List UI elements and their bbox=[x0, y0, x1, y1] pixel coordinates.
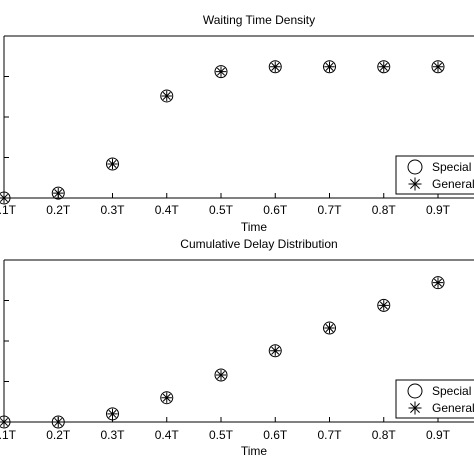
x-tick-label: 0.7T bbox=[317, 428, 342, 442]
x-axis-label: Time bbox=[241, 444, 268, 458]
chart-panel-2: Cumulative Delay Distribution 0.1T 0.2T 0.3… bbox=[0, 237, 474, 458]
point-general bbox=[324, 322, 335, 334]
point-special bbox=[377, 298, 391, 312]
point-general bbox=[378, 61, 389, 72]
chart-title: Waiting Time Density bbox=[203, 13, 315, 27]
point-general bbox=[432, 61, 444, 72]
chart-panel-1: Waiting Time Density 0.1T 0.2T 0.3T 0.4T 0.5T… bbox=[0, 13, 474, 234]
point-general bbox=[324, 61, 335, 72]
legend: Special General bbox=[395, 155, 474, 195]
x-tick-label: 0.1T bbox=[0, 428, 17, 442]
point-special bbox=[268, 60, 282, 74]
point-special bbox=[377, 60, 391, 74]
legend-marker-general bbox=[408, 177, 422, 191]
point-special bbox=[160, 89, 174, 103]
x-tick-label: 0.3T bbox=[100, 203, 125, 217]
x-tick-label: 0.8T bbox=[372, 428, 397, 442]
legend-box bbox=[395, 379, 474, 419]
point-special bbox=[214, 65, 228, 79]
point-general bbox=[0, 416, 10, 428]
point-general bbox=[161, 392, 172, 403]
point-general bbox=[270, 345, 281, 356]
x-tick-label: 0.5T bbox=[209, 203, 234, 217]
x-tick-label: 0.2T bbox=[46, 203, 71, 217]
x-tick-label: 0.4T bbox=[155, 203, 180, 217]
legend-label: Special bbox=[432, 160, 471, 174]
legend-label: General bbox=[432, 177, 474, 191]
x-tick-label: 0.4T bbox=[155, 428, 180, 442]
legend-marker-special bbox=[407, 159, 423, 175]
legend-box bbox=[395, 155, 474, 195]
x-tick-label: 0.6T bbox=[263, 203, 288, 217]
point-general bbox=[432, 277, 444, 288]
data-points bbox=[0, 60, 445, 205]
x-tick-label: 0.8T bbox=[372, 203, 397, 217]
point-special bbox=[431, 60, 445, 74]
point-special bbox=[431, 276, 445, 290]
point-special bbox=[0, 415, 11, 429]
legend-marker-special bbox=[407, 383, 423, 399]
x-tick-label: 0.6T bbox=[263, 428, 288, 442]
point-general bbox=[53, 416, 64, 428]
point-general bbox=[107, 158, 118, 170]
point-special bbox=[268, 344, 282, 358]
point-general bbox=[270, 61, 281, 72]
point-special bbox=[214, 368, 228, 382]
legend: Special General bbox=[395, 379, 474, 419]
point-special bbox=[106, 407, 119, 421]
x-tick-label: 0.1T bbox=[0, 203, 17, 217]
legend-label: General bbox=[432, 401, 474, 415]
point-general bbox=[378, 300, 389, 311]
x-tick-label: 0.7T bbox=[317, 203, 342, 217]
point-general bbox=[53, 187, 64, 199]
point-general bbox=[215, 369, 227, 381]
x-tick-label: 0.5T bbox=[209, 428, 234, 442]
point-general bbox=[215, 66, 227, 77]
point-special bbox=[323, 60, 336, 74]
point-general bbox=[107, 408, 118, 420]
chart-title: Cumulative Delay Distribution bbox=[180, 237, 337, 251]
point-special bbox=[0, 191, 11, 205]
legend-label: Special bbox=[432, 384, 471, 398]
x-axis-label: Time bbox=[241, 220, 268, 234]
x-tick-label: 0.3T bbox=[100, 428, 125, 442]
data-points bbox=[0, 276, 445, 429]
point-general bbox=[161, 90, 172, 102]
point-special bbox=[160, 391, 174, 405]
x-tick-label: 0.9T bbox=[426, 428, 451, 442]
legend-marker-general bbox=[408, 401, 422, 415]
point-general bbox=[0, 192, 10, 204]
point-special bbox=[106, 157, 119, 171]
x-tick-label: 0.9T bbox=[426, 203, 451, 217]
x-tick-label: 0.2T bbox=[46, 428, 71, 442]
point-special bbox=[51, 415, 65, 429]
point-special bbox=[323, 321, 336, 335]
point-special bbox=[51, 186, 65, 200]
